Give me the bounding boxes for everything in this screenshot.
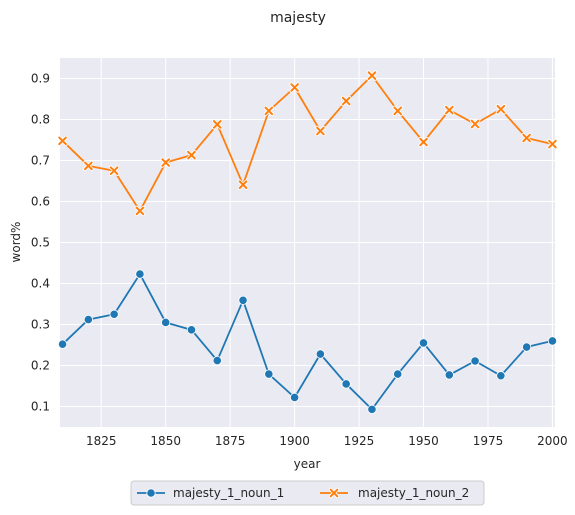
x-tick-label: 1875 — [215, 434, 246, 448]
data-point-majesty_1_noun_1 — [367, 404, 377, 414]
x-tick-label: 2000 — [537, 434, 568, 448]
x-tick-label: 1925 — [344, 434, 375, 448]
data-point-majesty_1_noun_2 — [521, 132, 532, 144]
data-point-majesty_1_noun_2 — [547, 139, 558, 150]
data-point-majesty_1_noun_2-stroke — [161, 158, 171, 167]
y-tick-label: 0.6 — [31, 195, 50, 209]
data-point-majesty_1_noun_2 — [444, 104, 455, 116]
data-point-majesty_1_noun_1 — [393, 369, 403, 379]
x-tick-label: 1825 — [86, 434, 117, 448]
data-point-majesty_1_noun_2 — [134, 205, 146, 217]
data-point-majesty_1_noun_2-stroke — [496, 104, 506, 114]
y-axis-label: word% — [9, 222, 23, 263]
y-tick-label: 0.1 — [31, 400, 50, 414]
series-lines — [57, 70, 558, 414]
data-point-majesty_1_noun_2 — [469, 118, 481, 130]
data-point-majesty_1_noun_2 — [83, 160, 94, 171]
data-point-majesty_1_noun_2-stroke — [187, 150, 196, 160]
data-point-majesty_1_noun_2-stroke — [522, 133, 531, 143]
data-point-majesty_1_noun_2 — [341, 95, 352, 107]
y-tick-label: 0.5 — [31, 236, 50, 250]
data-point-majesty_1_noun_1 — [186, 325, 197, 335]
data-point-majesty_1_noun_2 — [186, 150, 197, 161]
y-tick-labels: 0.1 0.2 0.3 0.4 0.5 0.6 0.7 0.8 0.9 — [31, 72, 50, 414]
legend-marker — [328, 487, 340, 499]
data-point-majesty_1_noun_2-stroke — [419, 137, 428, 147]
data-point-majesty_1_noun_2 — [263, 105, 274, 116]
x-tick-label: 1975 — [473, 434, 504, 448]
legend-marker-stroke — [329, 488, 339, 498]
data-point-majesty_1_noun_1 — [444, 370, 454, 380]
data-point-majesty_1_noun_2 — [109, 165, 120, 176]
data-point-majesty_1_noun_1 — [238, 295, 248, 305]
x-tick-label: 1900 — [279, 434, 310, 448]
data-point-majesty_1_noun_2 — [392, 105, 403, 116]
data-point-majesty_1_noun_2 — [315, 125, 326, 137]
data-point-majesty_1_noun_2-stroke — [393, 106, 403, 116]
legend: majesty_1_noun_1 majesty_1_noun_2 — [130, 480, 485, 506]
data-point-majesty_1_noun_2 — [212, 119, 223, 130]
data-point-majesty_1_noun_2 — [495, 104, 506, 115]
y-tick-label: 0.8 — [31, 113, 50, 127]
data-point-majesty_1_noun_2 — [418, 136, 429, 148]
data-point-majesty_1_noun_2-stroke — [316, 126, 325, 136]
y-tick-label: 0.2 — [31, 359, 50, 373]
data-point-majesty_1_noun_2-stroke — [109, 166, 119, 176]
data-point-majesty_1_noun_2 — [289, 82, 300, 93]
data-point-majesty_1_noun_2-stroke — [238, 180, 248, 189]
data-point-majesty_1_noun_2 — [366, 70, 378, 81]
data-point-majesty_1_noun_1 — [161, 317, 171, 328]
x-axis-label: year — [294, 457, 321, 471]
data-point-majesty_1_noun_1 — [109, 309, 119, 319]
data-point-majesty_1_noun_1 — [522, 342, 532, 352]
data-point-majesty_1_noun_1 — [496, 371, 506, 381]
grid — [60, 58, 555, 427]
data-point-majesty_1_noun_2-stroke — [367, 71, 377, 80]
data-point-majesty_1_noun_1 — [264, 369, 274, 379]
data-point-majesty_1_noun_2-stroke — [444, 105, 454, 115]
x-tick-labels: 1825 1850 1875 1900 1925 1950 1975 2000 — [86, 434, 568, 448]
y-tick-label: 0.9 — [31, 72, 50, 86]
data-point-majesty_1_noun_2-stroke — [290, 83, 299, 92]
legend-box — [130, 480, 485, 506]
x-tick-label: 1950 — [408, 434, 439, 448]
data-point-majesty_1_noun_1 — [341, 379, 351, 389]
data-point-majesty_1_noun_1 — [290, 392, 300, 403]
data-point-majesty_1_noun_1 — [57, 339, 68, 349]
data-point-majesty_1_noun_1 — [315, 349, 325, 359]
data-point-majesty_1_noun_2-stroke — [470, 119, 480, 129]
data-point-majesty_1_noun_2 — [57, 135, 68, 146]
data-point-majesty_1_noun_1 — [135, 269, 145, 279]
legend-label: majesty_1_noun_1 — [173, 486, 284, 500]
legend-label: majesty_1_noun_2 — [358, 486, 469, 500]
data-point-majesty_1_noun_2-stroke — [548, 139, 557, 149]
data-point-majesty_1_noun_1 — [83, 314, 93, 325]
data-point-majesty_1_noun_1 — [418, 338, 429, 348]
x-tick-label: 1850 — [150, 434, 181, 448]
data-point-majesty_1_noun_2-stroke — [341, 96, 351, 106]
y-tick-label: 0.3 — [31, 318, 50, 332]
data-point-majesty_1_noun_2-stroke — [135, 206, 145, 216]
y-tick-label: 0.7 — [31, 154, 50, 168]
data-point-majesty_1_noun_2-stroke — [212, 120, 222, 129]
data-point-majesty_1_noun_2 — [160, 157, 171, 168]
data-point-majesty_1_noun_2 — [237, 179, 249, 190]
data-point-majesty_1_noun_1 — [212, 355, 222, 366]
data-point-majesty_1_noun_2-stroke — [264, 106, 274, 116]
data-point-majesty_1_noun_1 — [470, 356, 480, 366]
chart-title: majesty — [270, 10, 326, 26]
legend-marker — [146, 488, 156, 498]
data-point-majesty_1_noun_2-stroke — [58, 136, 67, 146]
series-line-majesty_1_noun_1 — [61, 273, 553, 411]
data-point-majesty_1_noun_2-stroke — [84, 161, 93, 171]
y-tick-label: 0.4 — [31, 277, 50, 291]
data-point-majesty_1_noun_1 — [547, 336, 558, 346]
